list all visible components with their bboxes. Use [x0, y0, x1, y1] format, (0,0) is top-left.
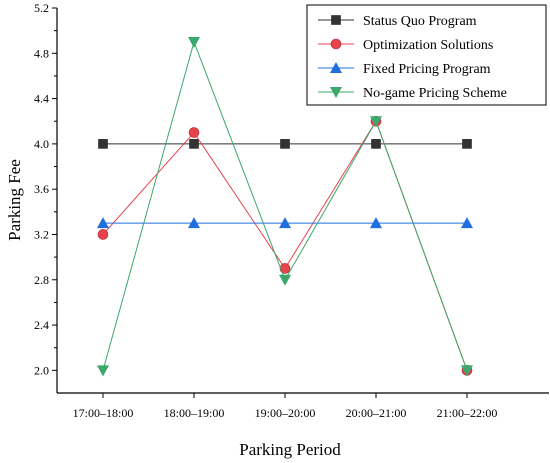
legend-marker	[331, 15, 341, 25]
data-point	[370, 217, 382, 229]
data-point	[188, 36, 200, 48]
y-axis-title: Parking Fee	[5, 159, 24, 241]
legend-box	[306, 4, 547, 106]
y-tick-label: 2.8	[34, 273, 49, 287]
legend-marker	[330, 62, 342, 73]
series-status-quo-program	[98, 139, 472, 149]
series-group	[97, 36, 473, 377]
y-tick-label: 3.2	[34, 227, 49, 241]
legend-marker	[330, 38, 342, 50]
y-tick-label: 2.4	[34, 318, 49, 332]
data-point	[279, 263, 291, 274]
x-axis-title: Parking Period	[239, 440, 341, 459]
data-point	[189, 139, 199, 149]
legend-label: Optimization Solutions	[363, 38, 493, 53]
x-tick-label: 20:00–21:00	[346, 406, 407, 420]
data-point	[371, 139, 381, 149]
x-tick-label: 21:00–22:00	[437, 406, 498, 420]
legend-label: Fixed Pricing Program	[363, 62, 491, 77]
y-tick-label: 3.6	[34, 182, 49, 196]
data-point	[370, 116, 382, 128]
series-no-game-pricing-scheme	[97, 36, 473, 377]
data-point	[188, 127, 200, 138]
y-tick-label: 4.4	[34, 92, 49, 106]
legend: Status Quo Program Optimization Solutions…	[306, 4, 547, 106]
data-point	[188, 217, 200, 229]
x-tick-label: 17:00–18:00	[73, 406, 134, 420]
legend-label: Status Quo Program	[363, 14, 477, 29]
legend-marker	[330, 87, 342, 98]
data-point	[461, 365, 473, 377]
data-point	[279, 217, 291, 229]
x-ticks: 17:00–18:00 18:00–19:00 19:00–20:00 20:00–2…	[73, 393, 498, 420]
y-tick-label: 4.8	[34, 46, 49, 60]
series-line	[102, 120, 468, 371]
legend-label: No-game Pricing Scheme	[363, 86, 507, 101]
x-tick-label: 19:00–20:00	[255, 406, 316, 420]
data-point	[462, 139, 472, 149]
y-tick-label: 5.2	[34, 1, 49, 15]
legend-item: Optimization Solutions	[318, 38, 493, 53]
legend-item: Fixed Pricing Program	[318, 62, 491, 77]
data-point	[280, 139, 290, 149]
y-tick-label: 4.0	[34, 137, 49, 151]
x-tick-label: 18:00–19:00	[164, 406, 225, 420]
series-optimization-solutions	[97, 115, 473, 376]
y-ticks: 2.0 2.4 2.8 3.2 3.6 4.0 4.4 4.8 5.2	[34, 1, 57, 377]
y-tick-label: 2.0	[34, 363, 49, 377]
data-point	[279, 274, 291, 286]
data-point	[98, 139, 108, 149]
data-point	[97, 229, 109, 240]
data-point	[97, 217, 109, 229]
legend-item: Status Quo Program	[318, 14, 477, 29]
data-point	[461, 217, 473, 229]
data-point	[97, 365, 109, 377]
series-fixed-pricing-program	[97, 217, 473, 229]
legend-item: No-game Pricing Scheme	[318, 86, 507, 101]
